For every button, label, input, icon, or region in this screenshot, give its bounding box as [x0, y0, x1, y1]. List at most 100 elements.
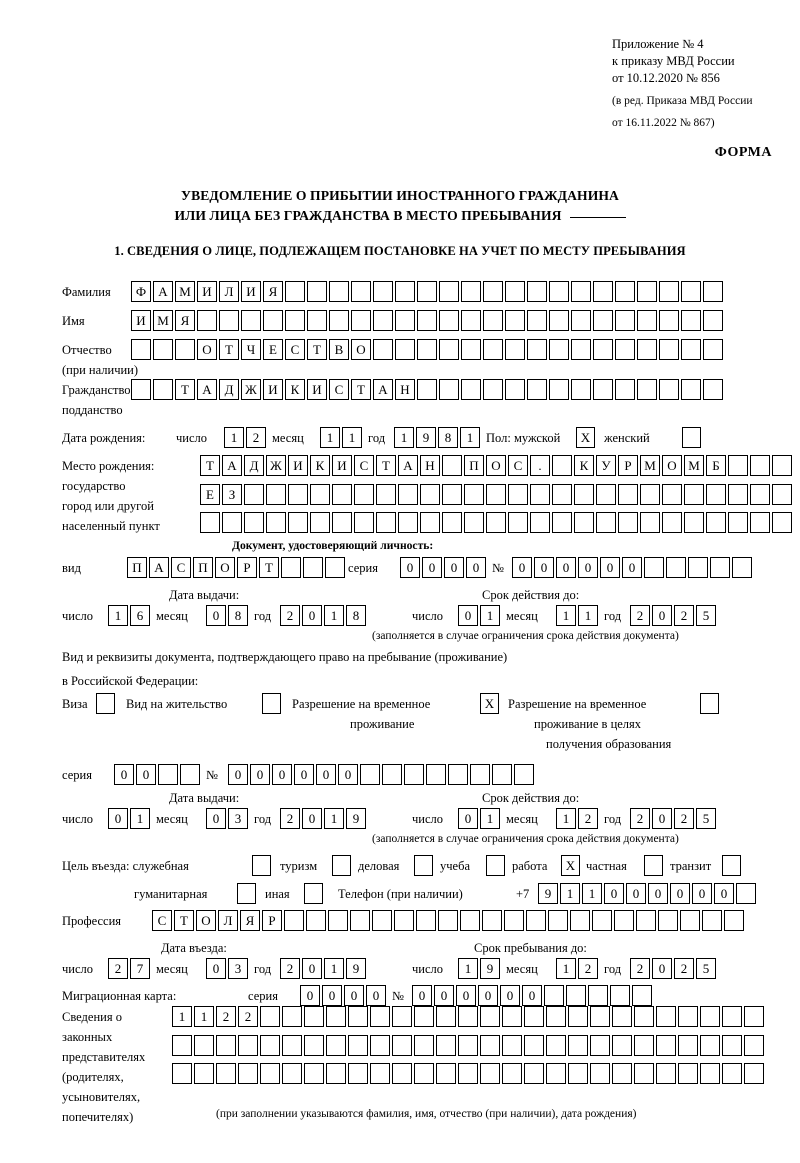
doc-series-cell[interactable]: 0: [466, 557, 486, 578]
legal-rep-cell[interactable]: [414, 1006, 434, 1027]
field-legal-rep-line-3[interactable]: [172, 1063, 766, 1084]
legal-rep-cell[interactable]: [590, 1035, 610, 1056]
legal-rep-cell[interactable]: [480, 1035, 500, 1056]
profession-cell[interactable]: [636, 910, 656, 931]
legal-rep-cell[interactable]: [216, 1063, 236, 1084]
checkbox-temp-residence[interactable]: X: [480, 693, 499, 714]
migration-number-cell[interactable]: 0: [500, 985, 520, 1006]
legal-rep-cell[interactable]: [546, 1063, 566, 1084]
entry-day-cell[interactable]: 7: [130, 958, 150, 979]
patronymic-cell[interactable]: [549, 339, 569, 360]
stay-valid-day-cell[interactable]: 0: [458, 808, 478, 829]
checkbox-purpose-transit[interactable]: [722, 855, 741, 876]
doc-issue-year-cell[interactable]: 8: [346, 605, 366, 626]
doc-kind-cell[interactable]: Р: [237, 557, 257, 578]
birth-place-cell[interactable]: Ж: [266, 455, 286, 476]
phone-cell[interactable]: 0: [648, 883, 668, 904]
stay-number-cell[interactable]: [360, 764, 380, 785]
legal-rep-cell[interactable]: [722, 1063, 742, 1084]
stay-number-cell[interactable]: [470, 764, 490, 785]
birth-place-cell[interactable]: [244, 484, 264, 505]
profession-cell[interactable]: [284, 910, 304, 931]
doc-kind-cell[interactable]: А: [149, 557, 169, 578]
citizenship-cell[interactable]: [131, 379, 151, 400]
legal-rep-cell[interactable]: [370, 1063, 390, 1084]
citizenship-cell[interactable]: Н: [395, 379, 415, 400]
doc-kind-cell[interactable]: [325, 557, 345, 578]
patronymic-cell[interactable]: [153, 339, 173, 360]
surname-cell[interactable]: [637, 281, 657, 302]
entry-month-cell[interactable]: 0: [206, 958, 226, 979]
profession-cell[interactable]: [702, 910, 722, 931]
checkbox-sex-female[interactable]: [682, 427, 701, 448]
doc-kind-cell[interactable]: П: [127, 557, 147, 578]
migration-series-cell[interactable]: 0: [344, 985, 364, 1006]
stay-valid-month-cell[interactable]: 2: [578, 808, 598, 829]
legal-rep-cell[interactable]: [326, 1006, 346, 1027]
birth-place-cell[interactable]: З: [222, 484, 242, 505]
birth-place-cell[interactable]: [464, 512, 484, 533]
birth-place-cell[interactable]: [684, 512, 704, 533]
surname-cell[interactable]: [307, 281, 327, 302]
patronymic-cell[interactable]: [395, 339, 415, 360]
profession-cell[interactable]: [460, 910, 480, 931]
stay-series-cell[interactable]: 0: [136, 764, 156, 785]
birth-place-cell[interactable]: [420, 512, 440, 533]
profession-cell[interactable]: [526, 910, 546, 931]
profession-cell[interactable]: [570, 910, 590, 931]
birth-place-cell[interactable]: [772, 512, 792, 533]
legal-rep-cell[interactable]: [590, 1006, 610, 1027]
legal-rep-cell[interactable]: [348, 1063, 368, 1084]
birth-place-cell[interactable]: М: [684, 455, 704, 476]
birth-place-cell[interactable]: [486, 484, 506, 505]
doc-kind-cell[interactable]: [281, 557, 301, 578]
stay-valid-day-cell[interactable]: 1: [480, 808, 500, 829]
birth-place-cell[interactable]: Е: [200, 484, 220, 505]
checkbox-purpose-tourism[interactable]: [332, 855, 351, 876]
surname-cell[interactable]: [285, 281, 305, 302]
birth-place-cell[interactable]: [200, 512, 220, 533]
birth-place-cell[interactable]: [728, 455, 748, 476]
legal-rep-cell[interactable]: [172, 1035, 192, 1056]
name-cell[interactable]: [615, 310, 635, 331]
birth-day-cell[interactable]: 2: [246, 427, 266, 448]
legal-rep-cell[interactable]: [392, 1063, 412, 1084]
doc-number-cell[interactable]: [666, 557, 686, 578]
patronymic-cell[interactable]: В: [329, 339, 349, 360]
birth-place-cell[interactable]: Р: [618, 455, 638, 476]
profession-cell[interactable]: [614, 910, 634, 931]
legal-rep-cell[interactable]: [524, 1063, 544, 1084]
birth-place-cell[interactable]: [552, 455, 572, 476]
birth-place-cell[interactable]: [266, 484, 286, 505]
birth-place-cell[interactable]: [398, 484, 418, 505]
legal-rep-cell[interactable]: [304, 1035, 324, 1056]
birth-place-cell[interactable]: [684, 484, 704, 505]
legal-rep-cell[interactable]: [722, 1035, 742, 1056]
citizenship-cell[interactable]: [527, 379, 547, 400]
name-cell[interactable]: [417, 310, 437, 331]
citizenship-cell[interactable]: [505, 379, 525, 400]
patronymic-cell[interactable]: Ч: [241, 339, 261, 360]
legal-rep-cell[interactable]: [216, 1035, 236, 1056]
citizenship-cell[interactable]: С: [329, 379, 349, 400]
profession-cell[interactable]: О: [196, 910, 216, 931]
birth-place-cell[interactable]: [376, 484, 396, 505]
birth-place-cell[interactable]: [618, 484, 638, 505]
checkbox-purpose-other[interactable]: [304, 883, 323, 904]
legal-rep-cell[interactable]: [458, 1035, 478, 1056]
migration-number-cell[interactable]: 0: [478, 985, 498, 1006]
citizenship-cell[interactable]: [615, 379, 635, 400]
surname-cell[interactable]: [373, 281, 393, 302]
birth-place-cell[interactable]: [288, 512, 308, 533]
legal-rep-cell[interactable]: [480, 1063, 500, 1084]
legal-rep-cell[interactable]: [370, 1035, 390, 1056]
name-cell[interactable]: [483, 310, 503, 331]
legal-rep-cell[interactable]: [348, 1035, 368, 1056]
